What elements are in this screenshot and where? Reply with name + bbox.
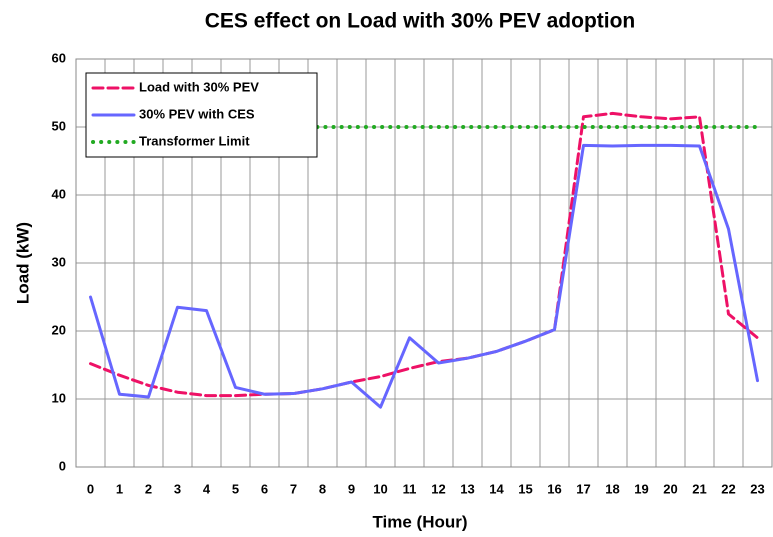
series-line <box>89 143 759 409</box>
y-tick-label: 20 <box>52 322 66 337</box>
y-tick-label: 0 <box>59 458 66 473</box>
x-tick-label: 10 <box>373 481 387 496</box>
x-tick-label: 6 <box>261 481 268 496</box>
y-tick-label: 60 <box>52 50 66 65</box>
x-tick-label: 1 <box>116 481 123 496</box>
x-tick-label: 11 <box>403 481 417 496</box>
x-tick-label: 9 <box>348 481 355 496</box>
x-axis-title: Time (Hour) <box>372 512 467 531</box>
x-tick-label: 20 <box>663 481 677 496</box>
y-tick-label: 40 <box>52 186 66 201</box>
x-tick-label: 7 <box>290 481 297 496</box>
chart-title: CES effect on Load with 30% PEV adoption <box>205 10 636 33</box>
x-tick-label: 18 <box>605 481 619 496</box>
x-tick-label: 12 <box>431 481 445 496</box>
series-line <box>89 111 759 398</box>
x-tick-label: 15 <box>518 481 532 496</box>
plot-border <box>75 58 773 468</box>
x-tick-label: 4 <box>203 481 211 496</box>
x-tick-label: 5 <box>232 481 239 496</box>
legend-label: Load with 30% PEV <box>139 79 259 94</box>
x-tick-label: 3 <box>174 481 181 496</box>
y-axis-title: Load (kW) <box>13 222 32 304</box>
x-tick-label: 0 <box>87 481 94 496</box>
y-tick-label: 30 <box>52 254 66 269</box>
x-tick-label: 23 <box>750 481 764 496</box>
x-tick-label: 14 <box>489 481 504 496</box>
y-tick-label: 10 <box>52 390 66 405</box>
x-tick-label: 2 <box>145 481 152 496</box>
x-tick-label: 16 <box>547 481 561 496</box>
x-tick-label: 8 <box>319 481 326 496</box>
x-tick-label: 17 <box>576 481 590 496</box>
x-tick-label: 22 <box>721 481 735 496</box>
x-tick-label: 19 <box>634 481 648 496</box>
x-tick-label: 21 <box>692 481 706 496</box>
legend-label: Transformer Limit <box>139 133 250 148</box>
x-tick-label: 13 <box>460 481 474 496</box>
legend-label: 30% PEV with CES <box>139 106 255 121</box>
y-tick-label: 50 <box>52 118 66 133</box>
